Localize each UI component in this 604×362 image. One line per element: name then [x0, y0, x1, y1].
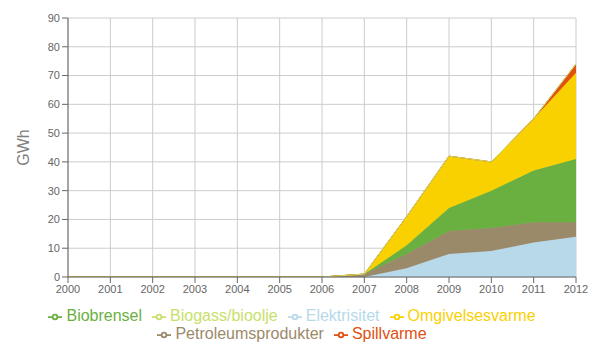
svg-text:2007: 2007	[352, 283, 376, 295]
svg-text:0: 0	[54, 271, 60, 283]
svg-text:2006: 2006	[310, 283, 334, 295]
svg-text:60: 60	[48, 98, 60, 110]
svg-text:30: 30	[48, 185, 60, 197]
svg-text:2000: 2000	[56, 283, 80, 295]
html-text:Petroleumsprodukter: Petroleumsprodukter	[175, 325, 324, 342]
svg-text:2001: 2001	[98, 283, 122, 295]
svg-text:90: 90	[48, 12, 60, 24]
svg-text:2012: 2012	[564, 283, 588, 295]
svg-text:50: 50	[48, 127, 60, 139]
svg-text:10: 10	[48, 242, 60, 254]
svg-text:20: 20	[48, 213, 60, 225]
svg-text:70: 70	[48, 69, 60, 81]
html-text:Biogass/bioolje: Biogass/bioolje	[170, 307, 278, 324]
html-text:Spillvarme: Spillvarme	[351, 325, 427, 342]
svg-text:2011: 2011	[522, 283, 546, 295]
svg-text:2004: 2004	[225, 283, 249, 295]
svg-text:2002: 2002	[140, 283, 164, 295]
svg-text:80: 80	[48, 41, 60, 53]
svg-text:GWh: GWh	[15, 129, 32, 165]
svg-text:2009: 2009	[437, 283, 461, 295]
svg-text:2003: 2003	[183, 283, 207, 295]
html-text:Biobrensel: Biobrensel	[66, 307, 143, 324]
svg-text:2005: 2005	[267, 283, 291, 295]
svg-text:40: 40	[48, 156, 60, 168]
svg-text:2008: 2008	[394, 283, 418, 295]
svg-text:2010: 2010	[479, 283, 503, 295]
html-text:Elektrisitet: Elektrisitet	[305, 307, 380, 324]
html-text:Omgivelsesvarme: Omgivelsesvarme	[407, 307, 536, 324]
